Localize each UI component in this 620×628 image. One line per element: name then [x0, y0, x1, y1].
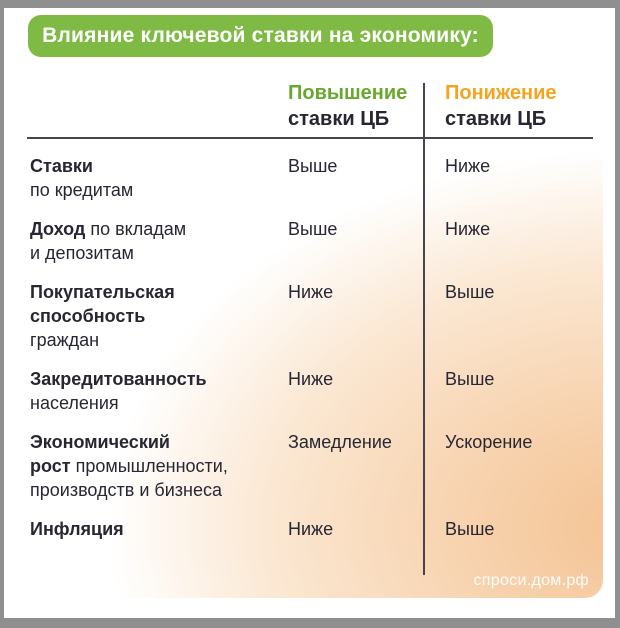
comparison-table: Ставки по кредитам Выше Ниже Доход по вкл… [30, 154, 592, 556]
raise-value: Замедление [288, 432, 392, 452]
row-label-segment: населения [30, 393, 119, 413]
table-row: Инфляция Ниже Выше [30, 517, 592, 541]
row-label: Ставки по кредитам [30, 154, 288, 202]
row-label: Инфляция [30, 517, 288, 541]
column-header-lower-rest: ставки ЦБ [445, 108, 547, 130]
watermark: спроси.дом.рф [473, 572, 589, 589]
raise-value: Ниже [288, 369, 334, 389]
column-header-raise: Повышение ставки ЦБ [288, 80, 407, 132]
page-title: Влияние ключевой ставки на экономику: [42, 24, 479, 47]
table-row: Покупательская способность граждан Ниже Вы… [30, 280, 592, 352]
raise-value: Ниже [288, 282, 334, 302]
row-label-segment: по вкладам [85, 219, 187, 239]
row-label-bold-segment: способность [30, 306, 146, 326]
row-label: Закредитованность населения [30, 367, 288, 415]
column-header-raise-accent: Повышение [288, 82, 408, 104]
table-row: Доход по вкладам и депозитам Выше Ниже [30, 217, 592, 265]
vertical-divider [423, 83, 425, 575]
row-label-bold-segment: Ставки [30, 156, 93, 176]
lower-value: Выше [445, 282, 495, 302]
column-header-raise-rest: ставки ЦБ [288, 108, 390, 130]
page-background: Влияние ключевой ставки на экономику: По… [4, 8, 615, 618]
gradient-card: Влияние ключевой ставки на экономику: По… [6, 8, 603, 598]
row-label-bold-segment: Покупательская [30, 282, 175, 302]
row-label: Покупательская способность граждан [30, 280, 288, 352]
row-label-segment: по кредитам [30, 180, 134, 200]
lower-value: Ускорение [445, 432, 533, 452]
row-label-segment: производств и бизнеса [30, 480, 222, 500]
row-label-segment: промышленности, [70, 456, 228, 476]
raise-value: Ниже [288, 519, 334, 539]
lower-value: Ниже [445, 156, 491, 176]
row-label-bold-segment: Инфляция [30, 519, 124, 539]
row-label-bold-segment: Доход [30, 219, 86, 239]
row-label: Доход по вкладам и депозитам [30, 217, 288, 265]
row-label-segment: и депозитам [30, 243, 134, 263]
row-label-segment: граждан [30, 330, 100, 350]
header-divider [27, 137, 593, 139]
column-header-lower: Понижение ставки ЦБ [445, 80, 557, 132]
table-row: Ставки по кредитам Выше Ниже [30, 154, 592, 202]
table-row: Закредитованность населения Ниже Выше [30, 367, 592, 415]
raise-value: Выше [288, 219, 338, 239]
row-label-bold-segment: Закредитованность [30, 369, 207, 389]
lower-value: Выше [445, 369, 495, 389]
lower-value: Выше [445, 519, 495, 539]
row-label-bold-segment: Экономический [30, 432, 170, 452]
column-header-lower-accent: Понижение [445, 82, 557, 104]
raise-value: Выше [288, 156, 338, 176]
lower-value: Ниже [445, 219, 491, 239]
row-label-bold-segment: рост [30, 456, 71, 476]
row-label: Экономический рост промышленности, произво… [30, 430, 288, 502]
title-banner: Влияние ключевой ставки на экономику: [28, 15, 493, 57]
table-row: Экономический рост промышленности, произво… [30, 430, 592, 502]
